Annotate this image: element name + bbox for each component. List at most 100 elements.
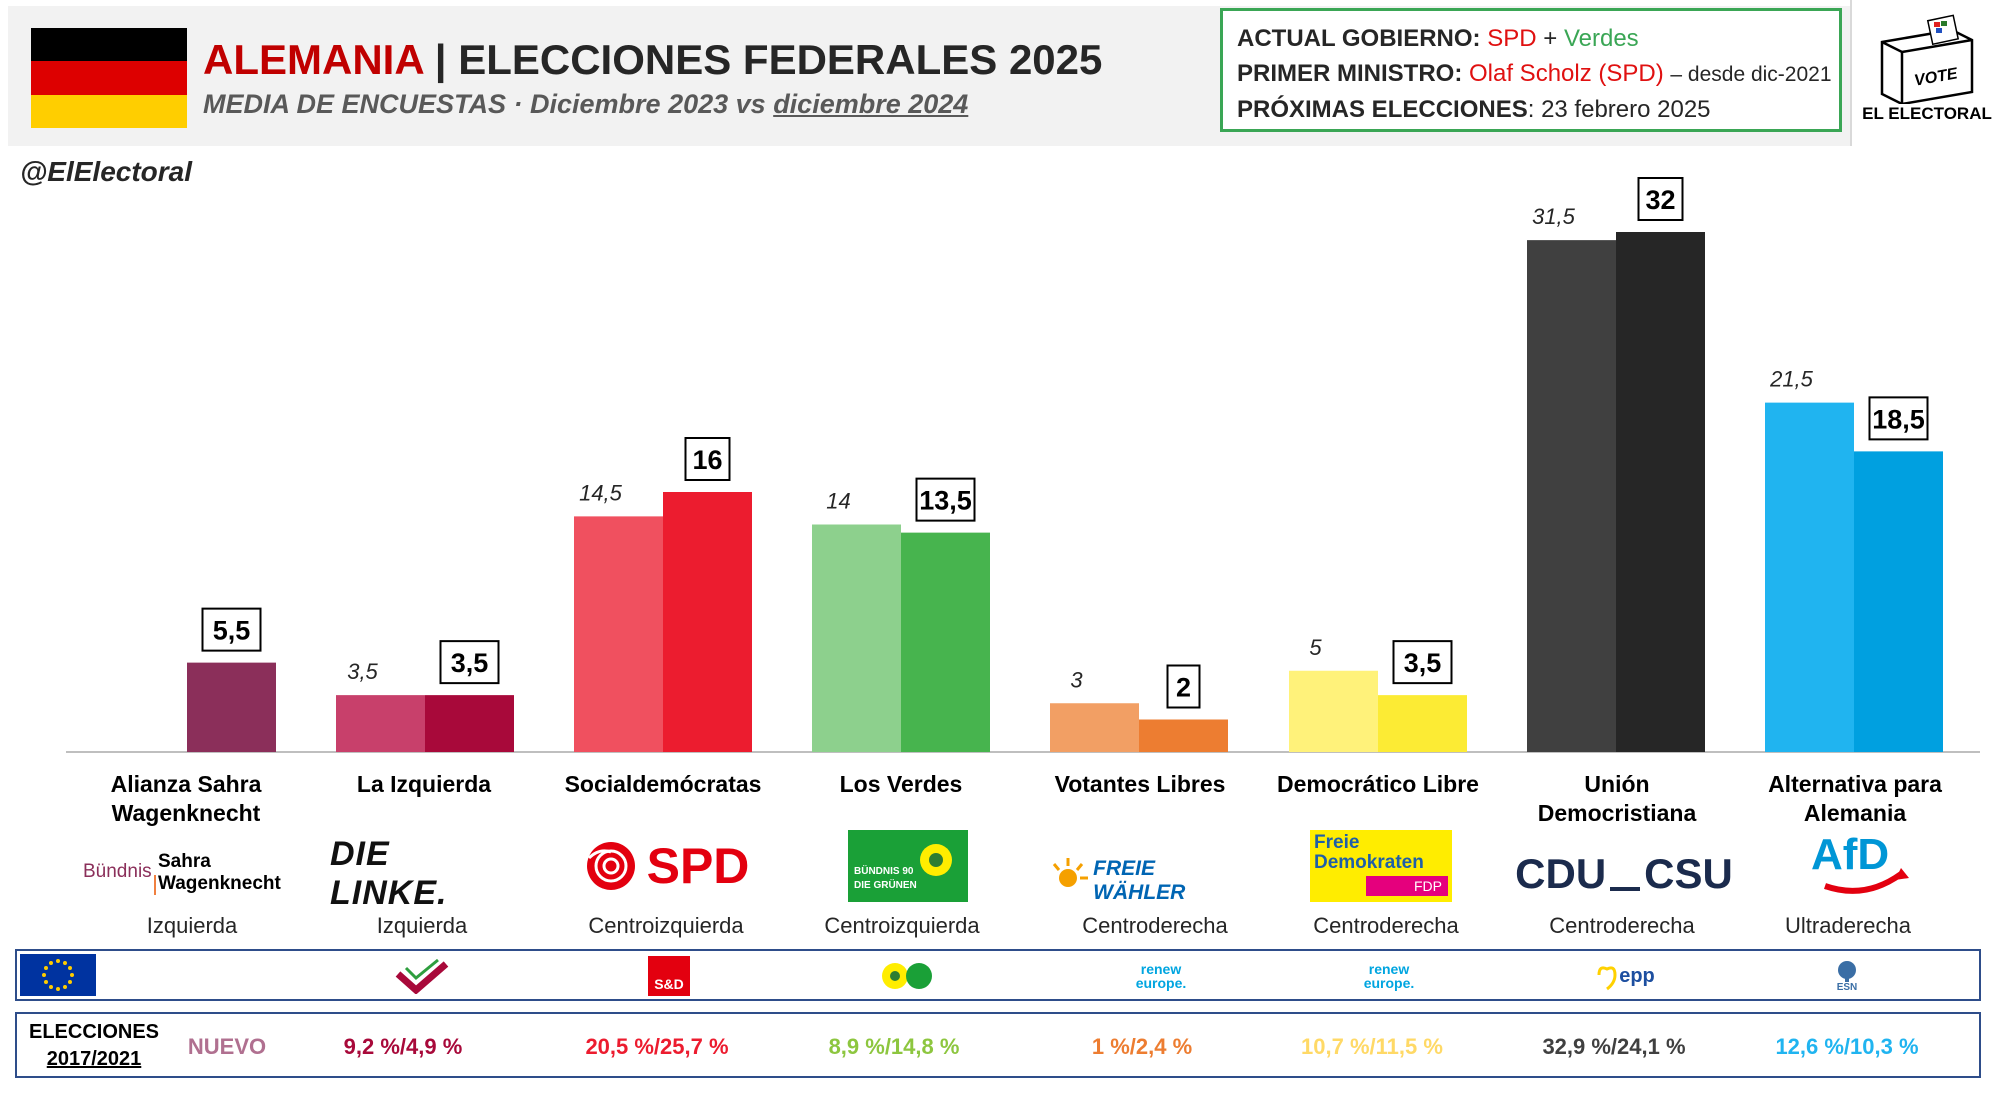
category-label-line: Wagenknecht <box>112 800 261 826</box>
bar-2023 <box>812 524 901 752</box>
sd-label: S&D <box>648 956 690 996</box>
category-label-line: Alemania <box>1804 800 1906 826</box>
ballot-box-icon: VOTE <box>1880 14 1974 106</box>
bar-2024 <box>187 662 276 752</box>
category-label: Alianza Sahra Wagenknecht <box>111 771 262 826</box>
logo-die-linke: DIE LINKE. <box>330 835 510 912</box>
logo-gruene-top: BÜNDNIS 90 <box>854 866 914 877</box>
flag-stripe-black <box>31 28 187 62</box>
logo-freie-waehler: FREIE WÄHLER <box>1050 838 1250 910</box>
category-label-line: Votantes Libres <box>1055 771 1226 797</box>
germany-flag-icon <box>31 28 187 128</box>
logo-bsw-accent <box>154 875 156 895</box>
logo-gruene: BÜNDNIS 90 DIE GRÜNEN <box>848 830 968 902</box>
gov-label: ACTUAL GOBIERNO: <box>1237 25 1481 52</box>
gov-plus: + <box>1543 25 1558 52</box>
data-label-2023: 14 <box>826 489 850 514</box>
data-label-2024: 5,5 <box>213 616 251 646</box>
title-country: ALEMANIA <box>203 36 424 83</box>
data-label-2024: 18,5 <box>1872 404 1925 434</box>
logo-fdp-bar <box>1366 876 1448 896</box>
category-label: Los Verdes <box>840 771 963 797</box>
subtitle-date: diciembre 2024 <box>773 89 969 119</box>
next-label: PRÓXIMAS ELECCIONES <box>1237 96 1528 123</box>
data-label-box-2024 <box>684 437 731 481</box>
left-group-icon <box>395 958 449 994</box>
logo-gruene-sub: DIE GRÜNEN <box>854 880 917 891</box>
election-result: NUEVO <box>187 1034 267 1059</box>
sunflower-icon <box>920 844 952 876</box>
elections-row: ELECCIONES 2017/2021 NUEVO 9,2 %/4,9 % 2… <box>15 1012 1981 1078</box>
logo-bsw: Bündnis Sahra Wagenknecht <box>80 838 306 910</box>
election-result: 20,5 %/25,7 % <box>585 1034 729 1059</box>
greens-efa-icon <box>882 963 932 989</box>
bar-2024 <box>1616 232 1705 752</box>
elections-label-line1: ELECCIONES <box>29 1021 160 1043</box>
flag-stripe-gold <box>31 94 187 128</box>
data-label-2023: 3,5 <box>347 659 378 684</box>
data-label-2024: 2 <box>1176 673 1191 703</box>
elections-label-line2: 2017/2021 <box>46 1048 142 1070</box>
logo-bsw-top: Bündnis <box>83 861 152 882</box>
logo-bsw-sub: Wagenknecht <box>158 873 281 894</box>
ideology-label: Izquierda <box>376 913 468 938</box>
government-infobox: ACTUAL GOBIERNO: SPD + Verdes PRIMER MIN… <box>1220 8 1842 132</box>
category-label: Unión Democristiana <box>1538 771 1697 826</box>
category-label-line: Democristiana <box>1538 800 1697 826</box>
info-government: ACTUAL GOBIERNO: SPD + Verdes <box>1237 21 1825 56</box>
pm-label: PRIMER MINISTRO: <box>1237 60 1463 87</box>
eu-flag-icon <box>20 954 96 996</box>
title-text: ELECCIONES FEDERALES 2025 <box>458 36 1103 83</box>
flag-stripe-red <box>31 61 187 95</box>
category-label-line: Los Verdes <box>840 771 963 797</box>
election-result: 8,9 %/14,8 % <box>828 1034 960 1059</box>
logo-fdp-sub: FDP <box>1414 878 1442 894</box>
data-label-box-2024 <box>1166 664 1201 709</box>
epp-heart-icon <box>1597 966 1617 991</box>
group-left-icon <box>372 955 472 997</box>
eu-groups-row: S&D renew europe. renew europe. epp ESN <box>15 949 1981 1001</box>
bar-2024 <box>1139 719 1228 752</box>
data-label-box-2024 <box>201 607 262 652</box>
gov-party-greens: Verdes <box>1563 25 1639 52</box>
data-label-2023: 31,5 <box>1532 204 1576 229</box>
subtitle-prefix: MEDIA DE ENCUESTAS · Diciembre 2023 vs <box>203 89 774 119</box>
pm-since: – desde dic-2021 <box>1670 63 1832 86</box>
data-label-box-2024 <box>439 640 500 685</box>
twitter-handle: @ElElectoral <box>20 156 193 187</box>
bar-2023 <box>1289 670 1378 752</box>
next-colon: : <box>1527 96 1535 123</box>
logo-cdu-csu: CDU CSU <box>1508 838 1740 910</box>
ideology-label: Centroizquierda <box>588 913 744 938</box>
bar-2024 <box>1854 451 1943 752</box>
epp-label: epp <box>1619 964 1655 987</box>
data-label-2023: 5 <box>1309 635 1322 660</box>
category-label-line: Democrático Libre <box>1277 771 1479 797</box>
elections-label: ELECCIONES 2017/2021 <box>29 1019 159 1073</box>
election-result: 9,2 %/4,9 % <box>343 1034 463 1059</box>
bar-2023 <box>574 516 663 752</box>
election-result: 12,6 %/10,3 % <box>1775 1034 1919 1059</box>
renew-line2: europe. <box>1135 975 1187 991</box>
bar-2023 <box>1765 402 1854 752</box>
renew-line2: europe. <box>1363 975 1415 991</box>
bar-2023 <box>1050 703 1139 752</box>
category-label: Socialdemócratas <box>565 771 762 797</box>
brand-logo: VOTE EL ELECTORAL <box>1850 0 2000 146</box>
data-label-2024: 3,5 <box>1404 648 1442 678</box>
bar-2024 <box>901 532 990 752</box>
logo-afd-text: AfD <box>1811 830 1890 879</box>
group-epp-icon: epp <box>1575 955 1675 997</box>
category-label-line: Socialdemócratas <box>565 771 762 797</box>
pm-name: Olaf Scholz (SPD) <box>1469 60 1664 87</box>
group-esn-icon: ESN <box>1797 955 1897 997</box>
data-label-2024: 3,5 <box>451 648 489 678</box>
data-label-box-2024 <box>915 477 976 522</box>
category-label-line: Alianza Sahra <box>111 771 262 797</box>
logo-afd: AfD <box>1800 830 1920 902</box>
gov-party-spd: SPD <box>1487 25 1537 52</box>
category-label: Democrático Libre <box>1277 771 1479 797</box>
logo-fdp-main: Demokraten <box>1314 852 1424 873</box>
page-title: ALEMANIA | ELECCIONES FEDERALES 2025 <box>203 36 1102 84</box>
